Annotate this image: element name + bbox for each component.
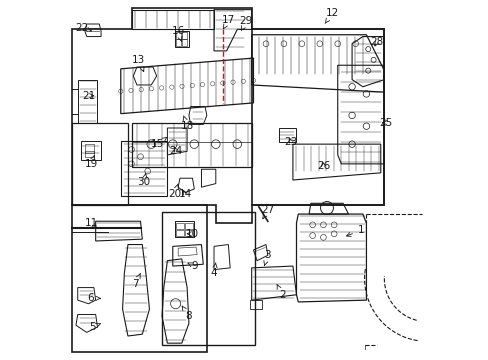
Bar xyxy=(174,221,194,237)
Text: 13: 13 xyxy=(132,55,145,72)
Bar xyxy=(251,30,384,205)
Bar xyxy=(175,40,181,46)
Text: 24: 24 xyxy=(169,146,183,156)
Text: 28: 28 xyxy=(370,37,383,47)
Text: 4: 4 xyxy=(210,263,217,278)
Text: 25: 25 xyxy=(379,118,392,128)
Bar xyxy=(175,32,181,39)
Text: 2: 2 xyxy=(276,284,285,300)
Text: 9: 9 xyxy=(187,261,197,271)
Text: 10: 10 xyxy=(185,229,199,239)
Text: 29: 29 xyxy=(239,17,252,30)
Bar xyxy=(185,230,192,236)
Text: 1: 1 xyxy=(346,225,364,237)
Text: 18: 18 xyxy=(180,116,193,131)
Bar xyxy=(176,223,183,229)
Text: 3: 3 xyxy=(264,250,270,266)
Bar xyxy=(85,151,94,157)
Text: 20: 20 xyxy=(168,184,181,199)
Text: 6: 6 xyxy=(87,293,100,303)
Text: 30: 30 xyxy=(137,174,150,187)
Text: 5: 5 xyxy=(89,322,101,332)
Text: 14: 14 xyxy=(178,189,192,199)
Text: 17: 17 xyxy=(221,15,235,29)
Text: 23: 23 xyxy=(284,138,297,147)
Text: 19: 19 xyxy=(84,156,98,169)
Text: 12: 12 xyxy=(325,8,338,23)
Text: 21: 21 xyxy=(82,91,95,101)
Text: 7: 7 xyxy=(132,274,140,289)
Text: 15: 15 xyxy=(150,137,166,149)
Bar xyxy=(72,123,128,205)
Text: 8: 8 xyxy=(182,306,192,321)
Bar xyxy=(174,31,188,47)
Bar xyxy=(249,300,262,309)
Bar xyxy=(176,230,183,236)
Bar xyxy=(185,223,192,229)
Bar xyxy=(85,144,94,153)
Text: 26: 26 xyxy=(316,161,329,171)
Bar xyxy=(81,140,101,160)
Text: 11: 11 xyxy=(84,218,98,228)
Bar xyxy=(182,32,187,39)
Bar xyxy=(162,212,255,345)
Text: 22: 22 xyxy=(75,23,91,33)
Text: 16: 16 xyxy=(171,26,184,42)
Text: 27: 27 xyxy=(261,206,274,219)
Bar xyxy=(182,40,187,46)
